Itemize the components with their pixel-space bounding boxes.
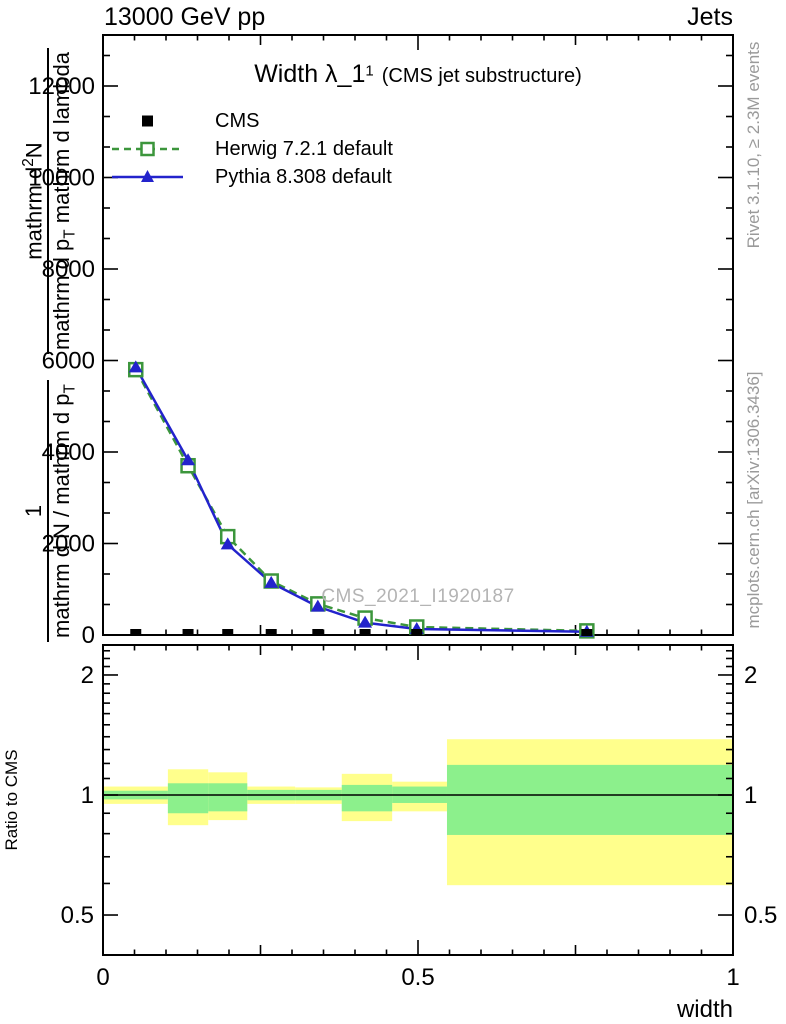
tick-label: 10000 [28, 165, 95, 192]
legend-label-herwig: Herwig 7.2.1 default [215, 137, 393, 160]
pythia-marker-icon [112, 170, 183, 182]
analysis-watermark: CMS_2021_I1920187 [321, 586, 515, 607]
tick-label: 1 [81, 782, 94, 809]
tick-label: 8000 [42, 256, 95, 283]
plot-title-paren: (CMS jet substructure) [381, 65, 582, 87]
tick-label: 0.5 [744, 902, 777, 929]
tick-label: 6000 [42, 348, 95, 375]
tick-label: 0.5 [401, 964, 434, 991]
tick-label: 1 [744, 782, 757, 809]
tick-label: 4000 [42, 439, 95, 466]
legend-item-herwig: Herwig 7.2.1 default [110, 135, 393, 163]
pythia-markers [128, 360, 594, 637]
legend: CMS Herwig 7.2.1 default Pythia 8.308 de… [110, 107, 393, 191]
frac1-denominator: mathrm d N / mathrm d pT [48, 384, 79, 638]
cms-marker-icon [142, 115, 153, 127]
plot-title: Width λ_11 (CMS jet substructure) [103, 60, 733, 89]
tick-label: 2000 [42, 531, 95, 558]
beam-energy-label: 13000 GeV pp [104, 3, 266, 31]
plot-title-main: Width λ_1 [254, 60, 366, 88]
process-label: Jets [687, 3, 733, 31]
tick-label: 1 [726, 964, 739, 991]
frac2-numerator: mathrm d2N [20, 48, 50, 355]
y-axis-fraction-2: mathrm d2N mathrm d pT mathrm d lambda [20, 48, 80, 355]
ratio-axis-label: Ratio to CMS [2, 749, 21, 851]
frac1-numerator: 1 [20, 380, 49, 642]
frac2-denominator: mathrm d pT mathrm d lambda [49, 52, 79, 351]
tick-label: 12000 [28, 73, 95, 100]
tick-label: 0 [96, 964, 109, 991]
tick-label: 2 [81, 662, 94, 689]
legend-label-cms: CMS [215, 109, 260, 132]
tick-label: 0 [82, 622, 95, 649]
y-axis-label: 1 mathrm d N / mathrm d pT mathrm d2N ma… [2, 35, 98, 655]
herwig-marker-icon [112, 141, 183, 157]
legend-label-pythia: Pythia 8.308 default [215, 165, 392, 188]
mcplots-arxiv-note: mcplots.cern.ch [arXiv:1306.3436] [744, 371, 763, 629]
rivet-version-note: Rivet 3.1.10, ≥ 2.3M events [744, 41, 763, 249]
tick-label: 0.5 [61, 902, 94, 929]
cms-markers [130, 629, 593, 636]
y-axis-fraction-1: 1 mathrm d N / mathrm d pT [20, 380, 79, 642]
tick-labels: 0 2000 4000 6000 8000 10000 12000 0 0.5 1 0.5 0.5 1 1… [28, 73, 777, 1023]
ratio-uncertainty-bands [103, 739, 733, 886]
tick-label: width [676, 996, 733, 1023]
axis-ticks [102, 35, 734, 955]
legend-item-pythia: Pythia 8.308 default [110, 163, 393, 191]
herwig-curve [134, 369, 587, 633]
plot-title-superscript: 1 [365, 62, 374, 80]
tick-label: 2 [744, 662, 757, 689]
pythia-curve [134, 366, 587, 634]
legend-item-cms: CMS [110, 107, 393, 135]
